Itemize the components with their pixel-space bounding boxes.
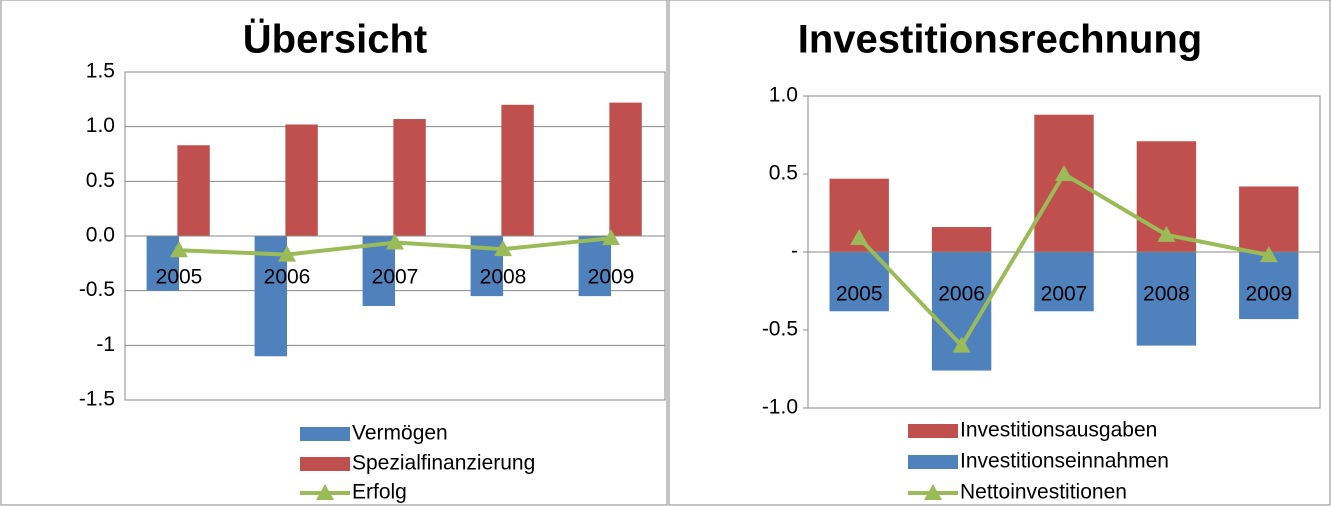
chart-title: Investitionsrechnung [798, 18, 1203, 62]
marker [850, 228, 869, 245]
bar [578, 236, 611, 297]
legend-swatch [300, 457, 350, 471]
legend-label: Nettoinvestitionen [960, 481, 1127, 504]
marker [170, 241, 188, 258]
legend-marker [316, 484, 334, 500]
x-tick-label: 2005 [156, 266, 203, 289]
y-tick-label: -1.0 [762, 396, 798, 419]
marker [278, 245, 296, 262]
x-tick-label: 2009 [1245, 283, 1292, 306]
legend-label: Erfolg [352, 481, 407, 504]
legend-label: Investitionseinnahmen [960, 450, 1169, 473]
y-tick-label: 1.5 [86, 60, 115, 83]
bar [285, 124, 318, 236]
marker [494, 240, 512, 257]
y-tick-label: 1.0 [769, 84, 798, 107]
y-tick-label: 0.5 [769, 162, 798, 185]
y-tick-label: - [791, 240, 798, 263]
bar [1034, 114, 1094, 252]
y-tick-label: 0.0 [86, 224, 115, 247]
legend-label: Investitionsausgaben [960, 419, 1157, 442]
marker [1259, 246, 1278, 263]
x-tick-label: 2006 [264, 266, 311, 289]
x-tick-label: 2005 [836, 283, 883, 306]
chart-frame [0, 0, 668, 506]
marker [602, 229, 620, 246]
x-tick-label: 2007 [372, 266, 419, 289]
x-tick-label: 2006 [938, 283, 985, 306]
legend-label: Spezialfinanzierung [352, 452, 535, 475]
bar [393, 119, 426, 236]
x-tick-label: 2008 [480, 266, 527, 289]
x-tick-label: 2008 [1143, 283, 1190, 306]
bar [609, 102, 642, 236]
bar [1136, 252, 1197, 346]
marker [386, 233, 404, 250]
y-tick-label: 1.0 [86, 114, 115, 137]
legend-marker [924, 484, 942, 500]
legend-swatch [908, 424, 958, 438]
legend-label: Vermögen [352, 422, 448, 445]
x-tick-label: 2009 [588, 266, 635, 289]
legend-swatch [300, 427, 350, 441]
marker [952, 336, 971, 353]
bar [1034, 252, 1094, 312]
bar [829, 252, 889, 312]
y-tick-label: 0.5 [86, 169, 115, 192]
marker [1157, 225, 1176, 242]
bar [1239, 252, 1299, 320]
bar [931, 227, 992, 252]
chart-title: Übersicht [243, 17, 428, 62]
y-tick-label: -0.5 [762, 318, 798, 341]
marker [1055, 165, 1073, 181]
bar [501, 104, 534, 236]
y-tick-label: -1 [96, 333, 115, 356]
y-tick-label: -0.5 [79, 278, 115, 301]
bar [177, 145, 210, 236]
x-tick-label: 2007 [1041, 283, 1088, 306]
bar [146, 236, 179, 291]
bar [1239, 186, 1299, 252]
y-tick-label: -1.5 [79, 388, 115, 411]
legend-swatch [908, 455, 958, 469]
